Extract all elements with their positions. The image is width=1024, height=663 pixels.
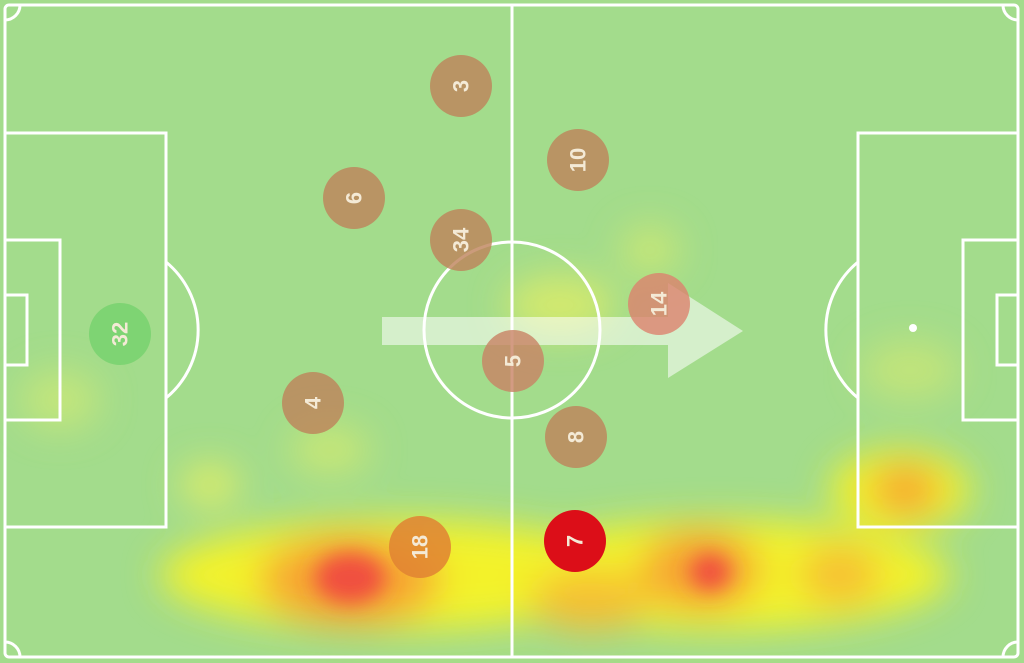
- player-marker: 32: [89, 303, 151, 365]
- heatmap: [20, 225, 970, 630]
- player-circle: [430, 55, 492, 117]
- player-circle: [282, 372, 344, 434]
- player-marker: 3: [430, 55, 492, 117]
- player-number: 6: [342, 192, 367, 204]
- player-number: 32: [108, 322, 133, 346]
- player-marker: 6: [323, 167, 385, 229]
- player-number: 4: [301, 396, 326, 409]
- player-circle: [323, 167, 385, 229]
- player-number: 10: [566, 148, 591, 172]
- player-marker: 8: [545, 406, 607, 468]
- player-number: 34: [449, 227, 474, 252]
- player-circle: [389, 516, 451, 578]
- player-number: 8: [564, 431, 589, 443]
- player-circle: [89, 303, 151, 365]
- player-marker: 4: [282, 372, 344, 434]
- player-number: 7: [563, 535, 588, 547]
- player-number: 14: [647, 291, 672, 316]
- player-circle: [430, 209, 492, 271]
- player-circle: [628, 273, 690, 335]
- player-marker: 18: [389, 516, 451, 578]
- player-marker: 10: [547, 129, 609, 191]
- heatmap-core: [315, 553, 730, 603]
- player-circle: [544, 510, 606, 572]
- player-number: 18: [408, 535, 433, 559]
- player-marker: 14: [628, 273, 690, 335]
- player-marker: 34: [430, 209, 492, 271]
- player-marker: 7: [544, 510, 606, 572]
- player-circle: [482, 330, 544, 392]
- player-number: 3: [449, 80, 474, 92]
- player-circle: [547, 129, 609, 191]
- player-number: 5: [501, 355, 526, 367]
- players: 32 3 6 34 10 14 5 4 8 18 7: [89, 55, 690, 578]
- player-marker: 5: [482, 330, 544, 392]
- player-circle: [545, 406, 607, 468]
- pitch-lines: [3, 3, 1020, 659]
